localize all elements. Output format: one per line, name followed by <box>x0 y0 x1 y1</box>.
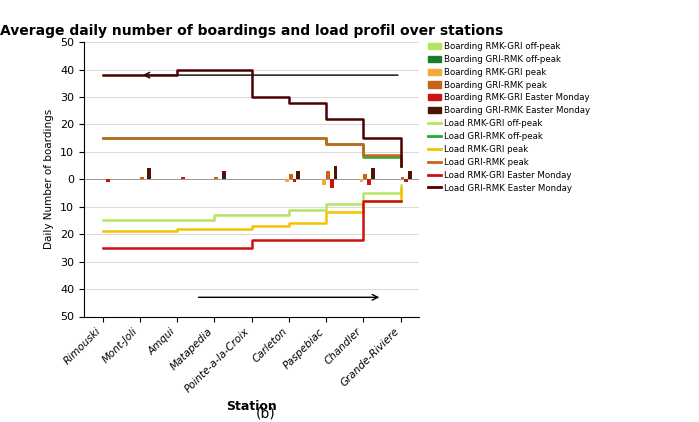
Bar <box>106 179 110 182</box>
Bar <box>408 171 412 179</box>
Bar <box>367 179 371 185</box>
Bar <box>401 176 405 179</box>
Bar <box>296 171 300 179</box>
Bar <box>330 179 333 187</box>
Bar <box>360 179 363 182</box>
Legend: Boarding RMK-GRI off-peak, Boarding GRI-RMK off-peak, Boarding RMK-GRI peak, Boa: Boarding RMK-GRI off-peak, Boarding GRI-… <box>427 41 591 193</box>
Bar <box>222 171 226 179</box>
Bar <box>363 174 367 179</box>
Bar <box>147 168 151 179</box>
Bar <box>285 179 289 182</box>
Bar <box>289 174 293 179</box>
Bar <box>181 176 185 179</box>
Bar <box>405 179 408 182</box>
Title: Average daily number of boardings and load profil over stations: Average daily number of boardings and lo… <box>0 24 503 38</box>
X-axis label: Station: Station <box>226 400 277 413</box>
Bar <box>333 165 338 179</box>
Bar <box>293 179 296 182</box>
Bar <box>322 179 326 185</box>
Y-axis label: Daily Number of boardings: Daily Number of boardings <box>45 109 55 249</box>
Bar <box>140 176 143 179</box>
Bar <box>215 176 218 179</box>
Bar <box>371 168 375 179</box>
Text: (b): (b) <box>256 407 275 421</box>
Bar <box>326 171 330 179</box>
